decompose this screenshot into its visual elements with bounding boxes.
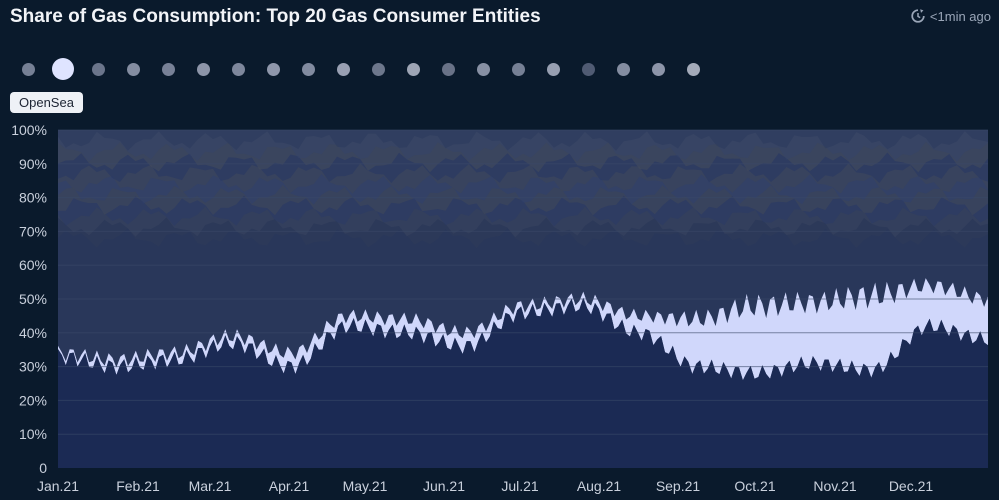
legend-dot-4[interactable] [126,62,140,76]
legend-dot-10[interactable] [336,62,350,76]
y-tick-label: 10% [19,426,47,442]
legend-dot-11[interactable] [371,62,385,76]
legend-dot-2[interactable] [52,58,74,80]
legend-dot-14[interactable] [476,62,490,76]
x-tick-label: Aug.21 [577,478,622,494]
x-tick-label: Sep.21 [656,478,701,494]
x-tick-label: Apr.21 [269,478,310,494]
x-tick-label: Oct.21 [734,478,775,494]
upper-band-texture [58,130,988,249]
x-tick-label: Feb.21 [116,478,160,494]
legend-dot-3[interactable] [91,62,105,76]
series-legend [0,54,999,88]
y-tick-label: 100% [11,122,47,138]
x-tick-label: May.21 [343,478,388,494]
x-tick-label: Dec.21 [889,478,934,494]
x-tick-label: Mar.21 [189,478,232,494]
series-area-entity-1 [58,297,988,468]
y-tick-label: 30% [19,359,47,375]
x-tick-label: Jul.21 [501,478,539,494]
y-tick-label: 50% [19,291,47,307]
y-tick-label: 90% [19,156,47,172]
legend-dot-5[interactable] [161,62,175,76]
y-tick-label: 0 [39,460,47,476]
refresh-icon[interactable] [910,8,926,24]
legend-dot-16[interactable] [546,62,560,76]
legend-dot-19[interactable] [651,62,665,76]
legend-dot-13[interactable] [441,62,455,76]
legend-tooltip: OpenSea [10,92,83,113]
y-tick-label: 80% [19,190,47,206]
x-tick-label: Nov.21 [813,478,857,494]
y-tick-label: 20% [19,392,47,408]
y-tick-label: 60% [19,257,47,273]
legend-dot-20[interactable] [686,62,700,76]
x-tick-label: Jun.21 [423,478,465,494]
legend-dot-6[interactable] [196,62,210,76]
legend-dot-12[interactable] [406,62,420,76]
legend-dot-18[interactable] [616,62,630,76]
x-tick-label: Jan.21 [37,478,79,494]
y-tick-label: 70% [19,223,47,239]
chart-title: Share of Gas Consumption: Top 20 Gas Con… [10,6,541,27]
legend-dot-7[interactable] [231,62,245,76]
legend-dot-9[interactable] [301,62,315,76]
refresh-status[interactable]: <1min ago [910,8,991,24]
legend-dot-8[interactable] [266,62,280,76]
refresh-time: <1min ago [929,8,991,24]
y-tick-label: 40% [19,325,47,341]
series-area-opensea[interactable] [58,278,988,381]
legend-dot-17[interactable] [581,62,595,76]
legend-dot-1[interactable] [21,62,35,76]
legend-dot-15[interactable] [511,62,525,76]
